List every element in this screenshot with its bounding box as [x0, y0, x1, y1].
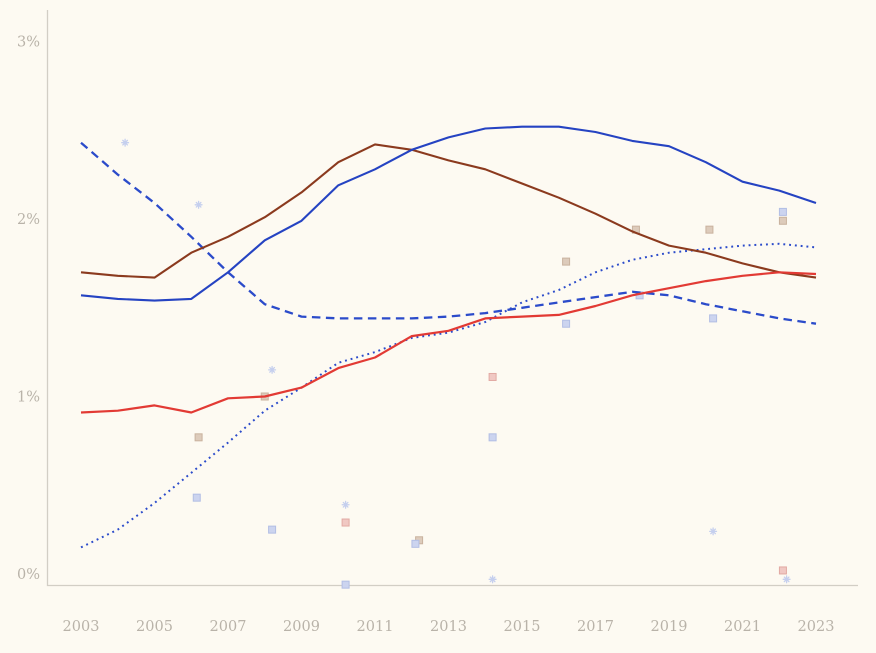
scatter-square-marker — [562, 257, 571, 266]
series-line-blue-solid — [80, 125, 817, 302]
scatter-square-marker — [341, 518, 350, 527]
series-line-dark-red-solid — [80, 143, 817, 279]
scatter-square-marker — [341, 580, 350, 589]
x-tick-label: 2003 — [63, 619, 100, 635]
scatter-square-marker — [411, 539, 420, 548]
x-tick-label: 2015 — [504, 619, 541, 635]
scatter-star-marker — [194, 200, 203, 209]
scatter-square-marker — [488, 433, 497, 442]
scatter-square-marker — [705, 225, 714, 234]
scatter-star-marker — [782, 575, 791, 584]
scatter-star-marker — [488, 575, 497, 584]
series-line-red-solid — [80, 271, 817, 414]
scatter-square-marker — [562, 319, 571, 328]
x-tick-label: 2021 — [724, 619, 761, 635]
x-tick-label: 2017 — [577, 619, 614, 635]
scatter-star-marker — [709, 527, 718, 536]
x-tick-label: 2013 — [430, 619, 467, 635]
scatter-square-marker — [268, 525, 277, 534]
scatter-square-marker — [709, 314, 718, 323]
x-tick-label: 2009 — [283, 619, 320, 635]
scatter-star-marker — [268, 365, 277, 374]
y-tick-label: 3% — [17, 35, 40, 51]
axis-frame — [46, 10, 858, 587]
series-line-blue-dashed — [80, 141, 817, 325]
series-line-blue-dotted — [80, 242, 817, 549]
scatter-square-marker — [778, 216, 787, 225]
scatter-square-marker — [192, 493, 201, 502]
scatter-square-marker — [194, 433, 203, 442]
x-tick-label: 2011 — [357, 619, 394, 635]
x-tick-label: 2005 — [136, 619, 173, 635]
x-tick-label: 2007 — [210, 619, 247, 635]
x-tick-label: 2023 — [798, 619, 835, 635]
x-tick-label: 2019 — [651, 619, 688, 635]
scatter-square-marker — [778, 207, 787, 216]
scatter-star-marker — [341, 500, 350, 509]
scatter-star-marker — [121, 138, 130, 147]
y-tick-label: 1% — [17, 390, 40, 406]
scatter-square-marker — [488, 372, 497, 381]
y-tick-label: 0% — [17, 567, 40, 583]
scatter-square-marker — [778, 566, 787, 575]
y-tick-label: 2% — [17, 212, 40, 228]
